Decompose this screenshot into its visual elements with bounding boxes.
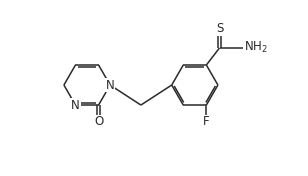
Text: N: N: [71, 99, 80, 112]
Text: S: S: [216, 22, 223, 35]
Text: N: N: [106, 78, 115, 92]
Text: NH$_2$: NH$_2$: [244, 40, 268, 55]
Text: O: O: [94, 115, 103, 128]
Text: F: F: [203, 115, 210, 128]
